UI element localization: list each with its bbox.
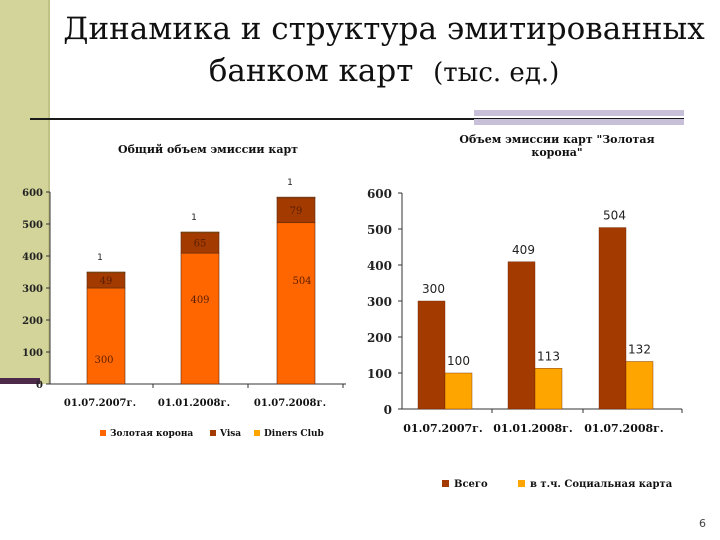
chart2-y-tick-label: 600 bbox=[367, 187, 392, 201]
chart2-data-label: 100 bbox=[447, 354, 470, 368]
chart2-bar bbox=[598, 227, 627, 410]
chart1-data-label: 1 bbox=[287, 178, 293, 188]
chart2-data-label: 409 bbox=[512, 243, 535, 257]
chart2-data-label: 132 bbox=[628, 342, 651, 356]
page-title-unit: (тыс. ед.) bbox=[433, 58, 560, 88]
decorative-side-bar-foot bbox=[0, 378, 40, 384]
chart1-legend-label: Visa bbox=[219, 429, 241, 439]
chart1-legend-swatch bbox=[100, 430, 106, 436]
chart2-data-label: 113 bbox=[537, 349, 560, 363]
chart1-y-tick-label: 600 bbox=[22, 188, 43, 199]
chart2-title-line: Объем эмиссии карт "Золотая bbox=[459, 133, 654, 146]
chart1-legend-swatch bbox=[254, 430, 260, 436]
chart1-y-tick-label: 500 bbox=[22, 220, 43, 231]
chart1-data-label: 65 bbox=[194, 239, 207, 250]
chart1-data-label: 1 bbox=[191, 213, 197, 223]
chart2-bar bbox=[507, 261, 536, 410]
chart2-bar bbox=[444, 372, 473, 410]
title-accent-top bbox=[474, 110, 684, 116]
chart1-y-tick-label: 300 bbox=[22, 284, 43, 295]
chart1-bar-segment bbox=[276, 197, 316, 224]
chart2-y-tick-label: 500 bbox=[367, 223, 392, 237]
chart1-bar-segment bbox=[86, 287, 126, 385]
title-accent-bottom bbox=[474, 119, 684, 125]
chart2-title-line: корона" bbox=[531, 146, 582, 159]
chart1-title: Общий объем эмиссии карт bbox=[118, 143, 298, 156]
chart2-y-tick-label: 100 bbox=[367, 367, 392, 381]
chart1-bar-segment bbox=[180, 252, 220, 385]
chart1-data-label: 79 bbox=[290, 206, 303, 217]
page-number: 6 bbox=[699, 517, 706, 530]
chart1-category-label: 01.07.2008г. bbox=[254, 398, 326, 409]
chart2-y-tick-label: 400 bbox=[367, 259, 392, 273]
chart1-category-label: 01.07.2007г. bbox=[64, 398, 136, 409]
chart1-y-tick-label: 100 bbox=[22, 348, 43, 359]
chart2-category-label: 01.07.2008г. bbox=[584, 422, 663, 435]
chart2-category-label: 01.01.2008г. bbox=[493, 422, 572, 435]
chart2-bar bbox=[534, 368, 563, 410]
page-title-line1: Динамика и структура эмитированных bbox=[63, 11, 705, 47]
chart2-data-label: 504 bbox=[603, 209, 626, 223]
page-title-main: банком карт bbox=[208, 53, 414, 89]
chart2-y-tick-label: 200 bbox=[367, 331, 392, 345]
chart2-legend-label: в т.ч. Социальная карта bbox=[530, 479, 673, 490]
chart1-bar-segment bbox=[86, 271, 126, 274]
chart2-bar bbox=[625, 361, 654, 410]
chart1-data-label: 409 bbox=[190, 295, 209, 306]
chart1-y-tick-label: 200 bbox=[22, 316, 43, 327]
title-rule bbox=[30, 118, 684, 120]
page-title: Динамика и структура эмитированных банко… bbox=[48, 8, 720, 94]
chart2-legend-swatch bbox=[518, 480, 525, 487]
chart1-y-tick-label: 400 bbox=[22, 252, 43, 263]
chart1-data-label: 49 bbox=[100, 276, 113, 287]
chart1-data-label: 504 bbox=[292, 276, 311, 287]
chart1-legend-label: Diners Club bbox=[264, 429, 324, 439]
chart1-legend-swatch bbox=[210, 430, 216, 436]
chart1-data-label: 300 bbox=[94, 355, 113, 366]
chart1-bar-segment bbox=[276, 196, 316, 199]
chart2-y-tick-label: 0 bbox=[384, 403, 392, 417]
chart2-legend-swatch bbox=[442, 480, 449, 487]
chart2-y-tick-label: 300 bbox=[367, 295, 392, 309]
chart2-bar bbox=[417, 300, 446, 410]
chart1-bar-segment bbox=[180, 231, 220, 234]
chart1-y-tick-label: 0 bbox=[36, 380, 43, 391]
page-title-line2: банком карт (тыс. ед.) bbox=[48, 50, 720, 94]
chart1-legend-label: Золотая корона bbox=[110, 429, 193, 439]
chart2-data-label: 300 bbox=[422, 282, 445, 296]
chart1-data-label: 1 bbox=[97, 253, 103, 263]
chart1-bar-segment bbox=[276, 222, 316, 385]
chart2-legend-label: Всего bbox=[454, 479, 488, 490]
chart1-category-label: 01.01.2008г. bbox=[158, 398, 230, 409]
chart2-category-label: 01.07.2007г. bbox=[403, 422, 482, 435]
